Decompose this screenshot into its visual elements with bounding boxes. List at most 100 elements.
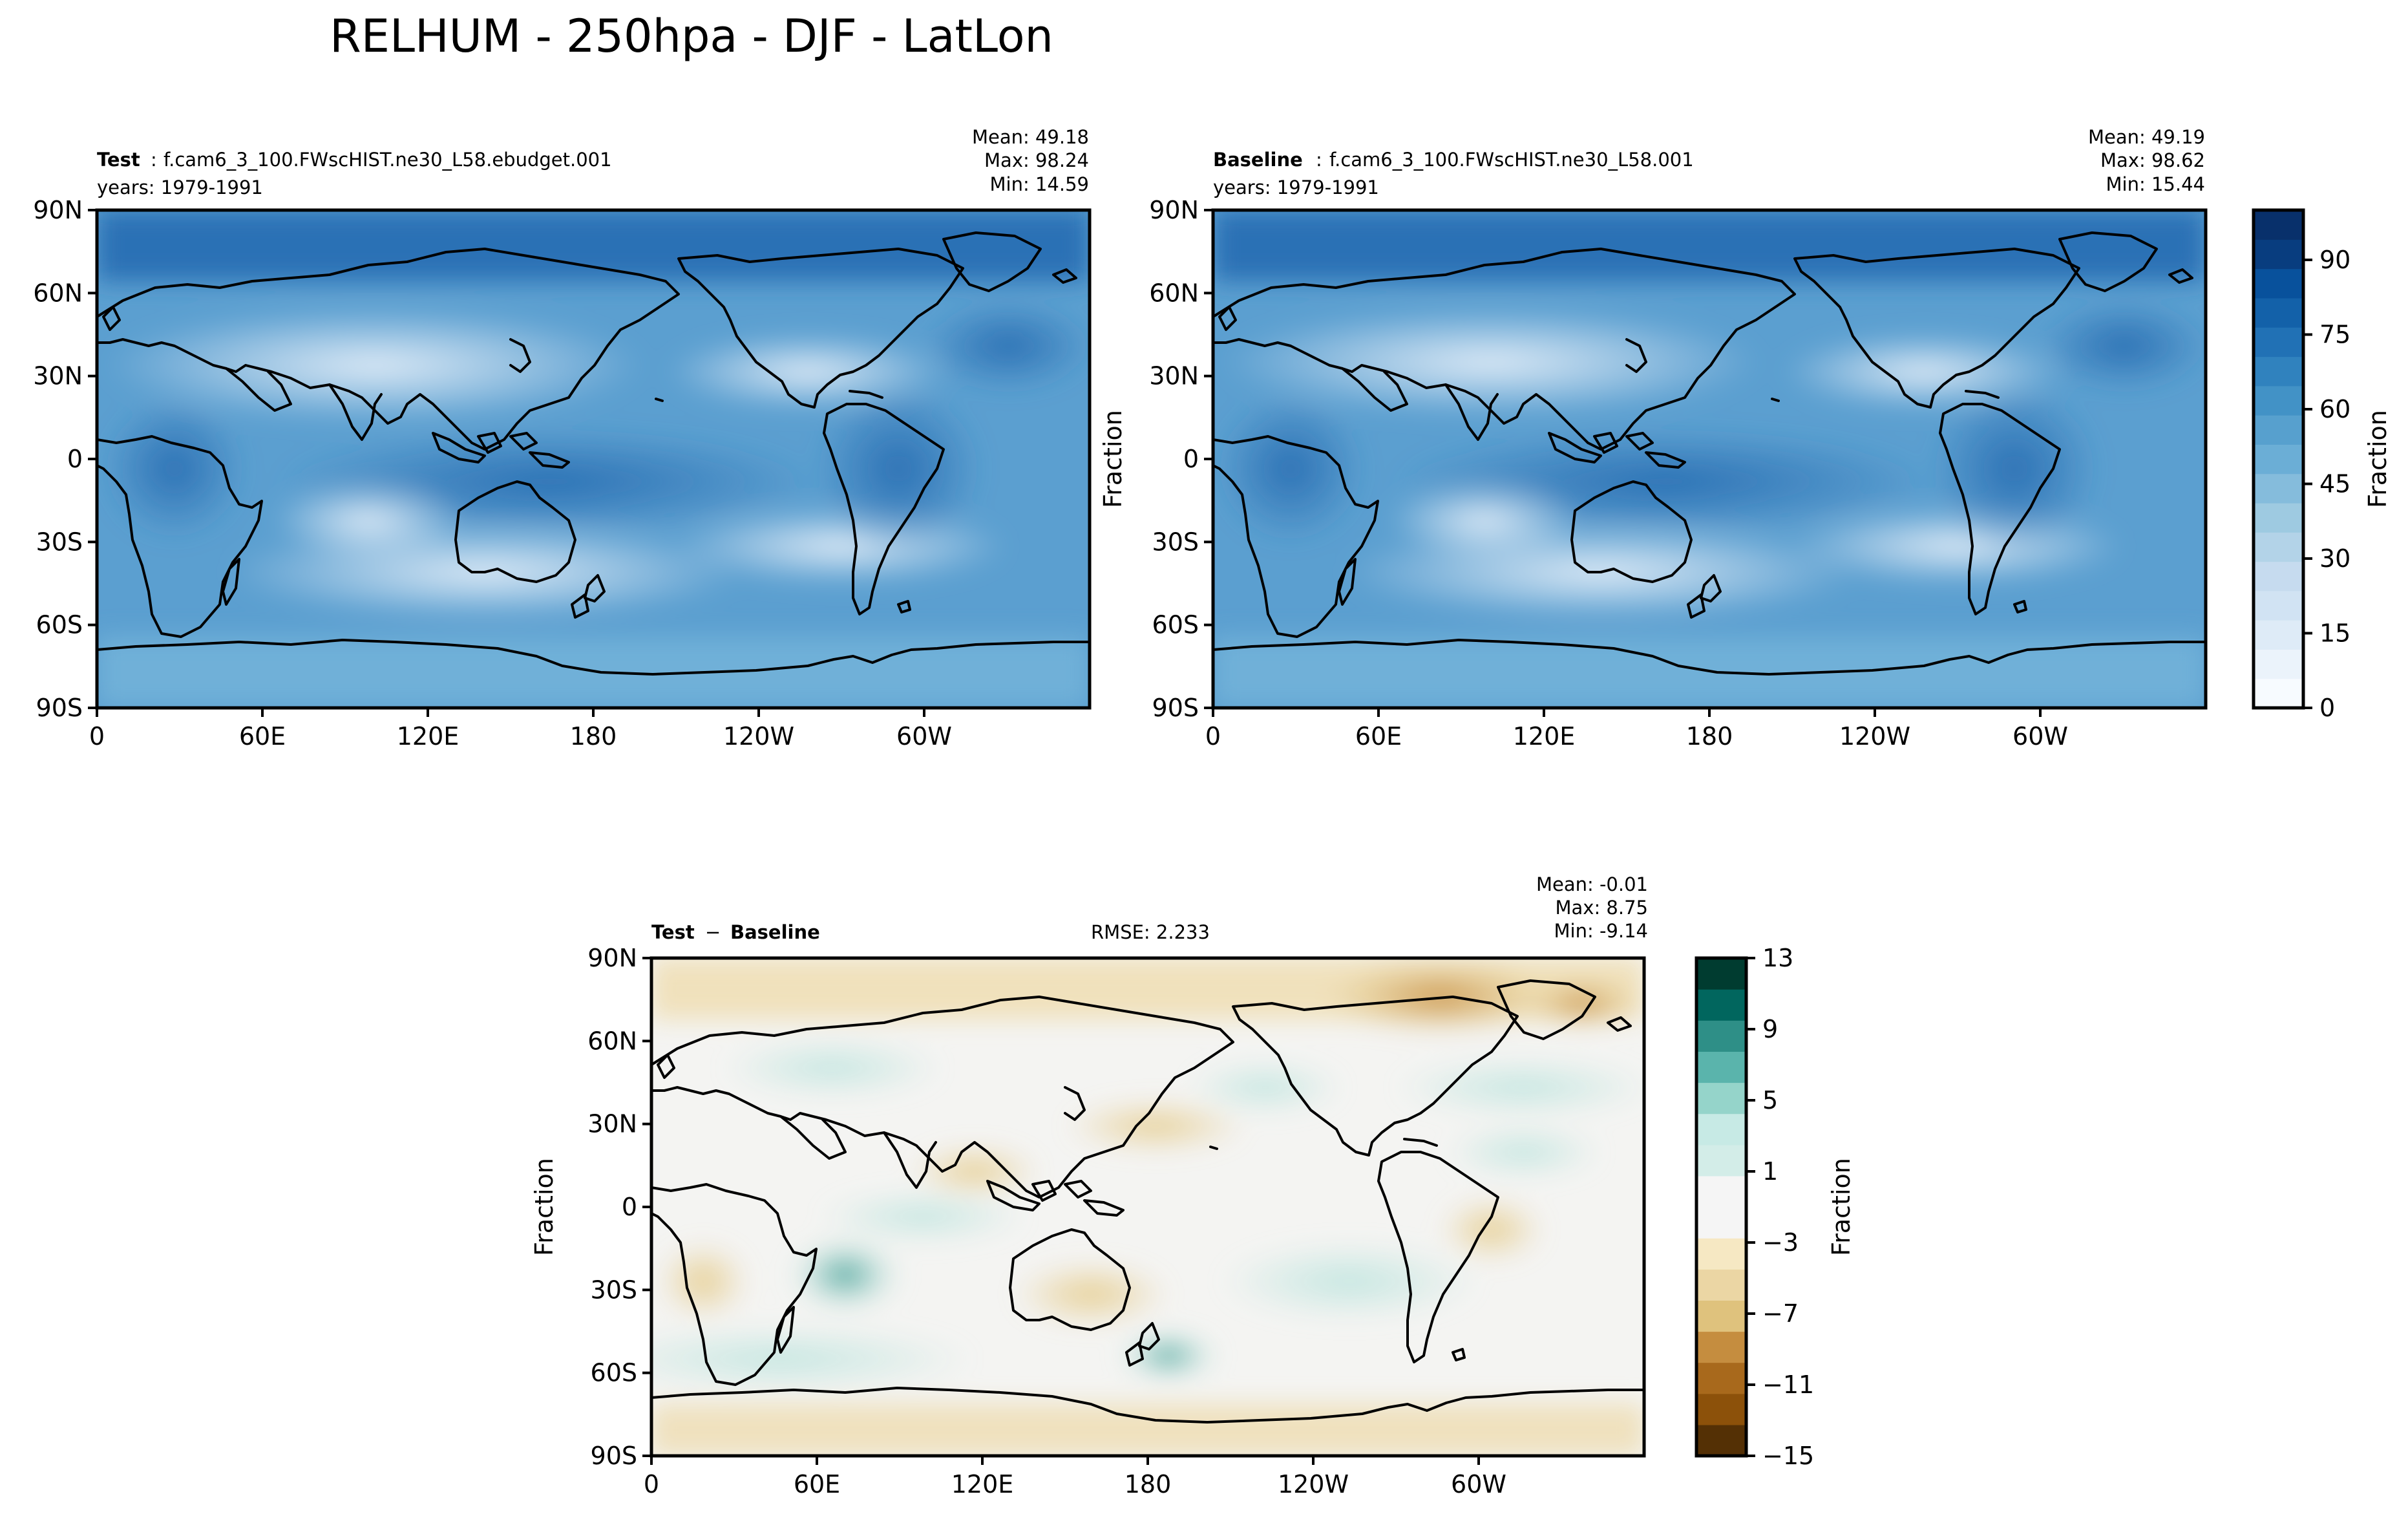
y-tick-label: 0	[622, 1193, 637, 1221]
colorbar-swatch	[2254, 473, 2303, 504]
x-tick-label: 60E	[1355, 722, 1402, 751]
test-min: Min: 14.59	[990, 173, 1089, 195]
x-tick-label: 60W	[896, 722, 952, 751]
baseline-mean: Mean: 49.19	[2088, 126, 2205, 148]
test-case-name: f.cam6_3_100.FWscHIST.ne30_L58.ebudget.0…	[164, 149, 612, 171]
colorbar-tick-label: 9	[1762, 1015, 1778, 1043]
test-y-axis: 90N 60N 30N 0 30S 60S 90S	[33, 196, 97, 722]
colorbar-tick-label: 30	[2319, 544, 2350, 573]
brbg-colorbar-frame	[1695, 956, 1748, 1458]
baseline-ylabel: Fraction	[1099, 410, 1127, 508]
baseline-case-name: f.cam6_3_100.FWscHIST.ne30_L58.001	[1329, 149, 1694, 171]
y-tick-label: 30N	[1149, 362, 1199, 390]
colorbar-swatch	[2254, 678, 2303, 709]
colorbar-tick-label: 13	[1762, 944, 1793, 972]
difference-panel: Test − Baseline RMSE: 2.233 Mean: -0.01 …	[530, 873, 1855, 1498]
colorbar-swatch	[1696, 1238, 1746, 1270]
colorbar-swatch	[1696, 1051, 1746, 1083]
x-tick-label: 120E	[397, 722, 459, 751]
test-label-sep: :	[151, 149, 157, 171]
colorbar-swatch	[1696, 1020, 1746, 1052]
brbg-colorbar-swatches	[1696, 958, 1746, 1456]
colorbar-tick-label: −7	[1762, 1299, 1799, 1328]
y-tick-label: 0	[1183, 445, 1199, 473]
colorbar-swatch	[2254, 297, 2303, 328]
diff-label-test: Test	[651, 921, 695, 943]
colorbar-swatch	[2254, 590, 2303, 621]
x-tick-label: 0	[89, 722, 105, 751]
x-tick-label: 60W	[2012, 722, 2068, 751]
y-tick-label: 90S	[591, 1442, 637, 1470]
baseline-x-axis: 0 60E 120E 180 120W 60W	[1205, 708, 2068, 751]
test-label: Test	[97, 149, 140, 171]
test-x-axis: 0 60E 120E 180 120W 60W	[89, 708, 952, 751]
colorbar-swatch	[1696, 1175, 1746, 1208]
blues-colorbar: 0 15 30 45 60 75 90 Fraction	[2252, 208, 2392, 722]
colorbar-swatch	[2254, 561, 2303, 592]
colorbar-swatch	[1696, 1424, 1746, 1456]
x-tick-label: 120W	[723, 722, 794, 751]
y-tick-label: 60N	[1149, 279, 1199, 307]
diff-y-axis: 90N 60N 30N 0 30S 60S 90S	[587, 944, 651, 1470]
difference-map: 90N 60N 30N 0 30S 60S 90S 0 60E 120E 180 120W 60W	[587, 944, 1646, 1498]
colorbar-tick-label: 45	[2319, 470, 2350, 498]
baseline-max: Max: 98.62	[2100, 149, 2205, 171]
diff-field	[651, 958, 1644, 1456]
x-tick-label: 180	[1686, 722, 1733, 751]
diff-label-minus: −	[705, 921, 721, 943]
colorbar-swatch	[1696, 1300, 1746, 1332]
diff-ylabel: Fraction	[530, 1158, 558, 1256]
diff-x-axis: 0 60E 120E 180 120W 60W	[644, 1456, 1506, 1498]
y-tick-label: 90N	[1149, 196, 1199, 224]
x-tick-label: 180	[570, 722, 617, 751]
colorbar-swatch	[2254, 502, 2303, 533]
colorbar-tick-label: 1	[1762, 1157, 1778, 1186]
colorbar-swatch	[2254, 444, 2303, 475]
x-tick-label: 120E	[951, 1470, 1014, 1498]
colorbar-swatch	[1696, 1082, 1746, 1114]
diff-rmse: RMSE: 2.233	[1091, 921, 1210, 943]
brbg-colorbar-ticks: −15 −11 −7 −3 1 5 9 13	[1746, 944, 1814, 1470]
colorbar-swatch	[2254, 385, 2303, 416]
baseline-label-sep: :	[1316, 149, 1322, 171]
y-tick-label: 90N	[33, 196, 83, 224]
y-tick-label: 60N	[587, 1027, 637, 1055]
colorbar-swatch	[2254, 620, 2303, 650]
x-tick-label: 60E	[239, 722, 286, 751]
colorbar-swatch	[1696, 1331, 1746, 1363]
y-tick-label: 30N	[33, 362, 83, 390]
x-tick-label: 120E	[1513, 722, 1576, 751]
colorbar-swatch	[2254, 649, 2303, 679]
test-map: 90N 60N 30N 0 30S 60S 90S 0 60E 120E 180 120W 60W	[33, 196, 1092, 751]
baseline-map: 90N 60N 30N 0 30S 60S 90S 0 60E 120E 180 120W 60W	[1149, 196, 2208, 751]
baseline-min: Min: 15.44	[2106, 173, 2205, 195]
y-tick-label: 60S	[36, 611, 83, 639]
blues-colorbar-swatches	[2254, 210, 2303, 709]
y-tick-label: 30S	[591, 1275, 637, 1304]
diff-mean: Mean: -0.01	[1536, 873, 1648, 895]
colorbar-swatch	[2254, 327, 2303, 357]
colorbar-tick-label: 75	[2319, 321, 2350, 349]
blues-colorbar-ticks: 0 15 30 45 60 75 90	[2303, 246, 2350, 722]
colorbar-swatch	[2254, 415, 2303, 445]
diff-max: Max: 8.75	[1555, 897, 1648, 919]
blues-colorbar-label: Fraction	[2363, 410, 2392, 508]
diff-label-baseline: Baseline	[730, 921, 820, 943]
baseline-label: Baseline	[1213, 149, 1303, 171]
colorbar-swatch	[1696, 1207, 1746, 1239]
test-years: years: 1979-1991	[97, 176, 263, 198]
y-tick-label: 0	[67, 445, 83, 473]
colorbar-swatch	[1696, 958, 1746, 990]
baseline-years: years: 1979-1991	[1213, 176, 1379, 198]
colorbar-swatch	[2254, 239, 2303, 270]
colorbar-tick-label: 15	[2319, 619, 2350, 648]
colorbar-swatch	[1696, 1269, 1746, 1301]
y-tick-label: 60S	[1152, 611, 1199, 639]
y-tick-label: 60N	[33, 279, 83, 307]
x-tick-label: 120W	[1839, 722, 1910, 751]
colorbar-swatch	[1696, 1393, 1746, 1425]
colorbar-tick-label: 90	[2319, 246, 2350, 274]
colorbar-swatch	[2254, 268, 2303, 299]
colorbar-tick-label: 0	[2319, 694, 2335, 722]
